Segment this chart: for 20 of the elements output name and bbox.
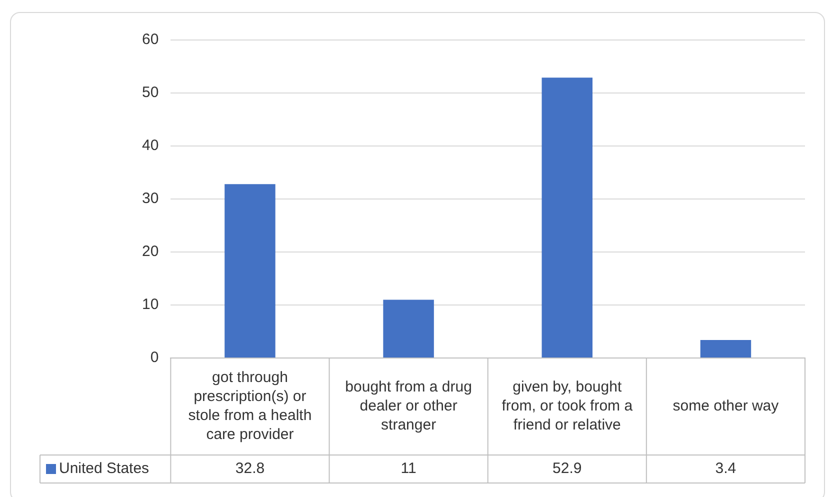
bar <box>224 184 276 358</box>
x-tick-label: bought from a drug dealer or other stranger <box>345 378 472 434</box>
y-tick-label: 20 <box>142 243 159 260</box>
bar <box>383 300 434 358</box>
y-tick-label: 40 <box>142 137 159 154</box>
bar <box>700 340 752 358</box>
y-tick-label: 30 <box>142 190 159 208</box>
legend-label: United States <box>59 460 150 478</box>
x-tick-label: got through prescription(s) or stole from a health care provider <box>188 369 312 444</box>
x-tick-label: some other way <box>672 398 780 415</box>
data-label: 52.9 <box>552 460 582 478</box>
data-label: 32.8 <box>235 460 265 478</box>
y-tick-label: 0 <box>150 349 159 366</box>
data-label: 3.4 <box>715 460 736 478</box>
x-tick-label: given by, bought from, or took from a friend or relative <box>502 378 634 434</box>
bar <box>542 78 593 358</box>
y-tick-label: 50 <box>142 84 159 102</box>
y-tick-label: 60 <box>142 31 159 48</box>
y-tick-label: 10 <box>142 296 159 314</box>
data-label: 11 <box>400 460 416 478</box>
